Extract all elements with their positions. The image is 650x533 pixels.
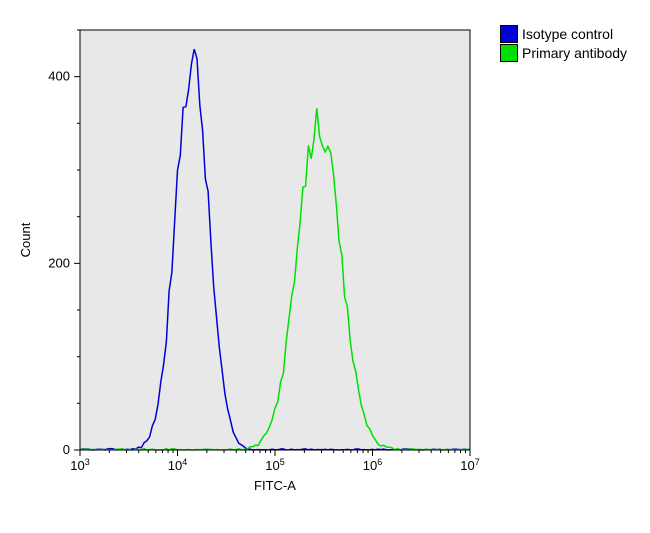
legend-swatch-isotype bbox=[500, 25, 518, 43]
legend-label-isotype: Isotype control bbox=[522, 26, 613, 42]
svg-text:105: 105 bbox=[265, 457, 284, 473]
svg-text:103: 103 bbox=[70, 457, 89, 473]
svg-text:Count: Count bbox=[18, 222, 33, 257]
svg-text:104: 104 bbox=[168, 457, 187, 473]
svg-text:107: 107 bbox=[460, 457, 479, 473]
flow-cytometry-histogram: 0 200 400 Count 103 104 105 106 107 FITC-A bbox=[10, 10, 640, 523]
svg-text:200: 200 bbox=[48, 255, 70, 270]
legend-label-primary: Primary antibody bbox=[522, 45, 627, 61]
legend: Isotype control Primary antibody bbox=[500, 25, 627, 63]
svg-text:106: 106 bbox=[363, 457, 382, 473]
svg-text:0: 0 bbox=[63, 442, 70, 457]
chart-svg: 0 200 400 Count 103 104 105 106 107 FITC-A bbox=[10, 10, 490, 510]
svg-text:400: 400 bbox=[48, 69, 70, 84]
legend-item-isotype: Isotype control bbox=[500, 25, 627, 43]
legend-swatch-primary bbox=[500, 44, 518, 62]
legend-item-primary: Primary antibody bbox=[500, 44, 627, 62]
svg-text:FITC-A: FITC-A bbox=[254, 478, 296, 493]
